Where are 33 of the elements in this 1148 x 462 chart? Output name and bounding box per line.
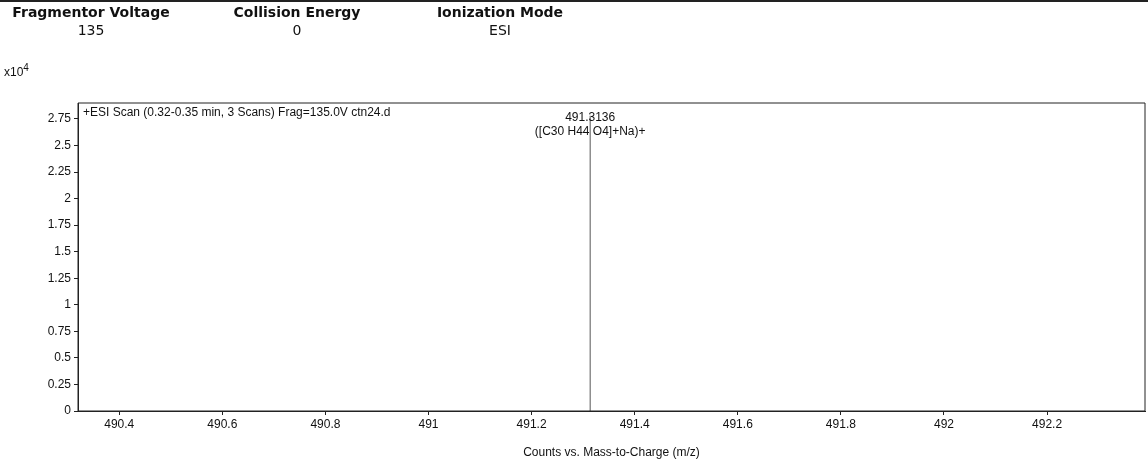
x-tick-label: 492.2 (1032, 416, 1063, 431)
y-tick-label: 0.5 (54, 350, 72, 365)
y-tick-label: 2.5 (54, 137, 72, 152)
y-tick-label: 2.75 (47, 111, 72, 126)
y-tick-label: 1.75 (47, 217, 72, 232)
x-tick-label: 491 (418, 416, 439, 431)
chart-title: +ESI Scan (0.32-0.35 min, 3 Scans) Frag=135.0V ctn24.d (83, 105, 391, 120)
y-tick-label: 1 (64, 297, 72, 312)
y-tick-label: 1.25 (47, 270, 72, 285)
x-tick-label: 491.8 (825, 416, 857, 431)
text: Fragmentor Voltage (11, 4, 171, 20)
y-tick-label: 0 (64, 403, 72, 418)
y-tick-label: 1.5 (54, 244, 72, 258)
x-tick-label: 490.8 (310, 416, 341, 431)
y-tick-label: 2 (64, 190, 72, 205)
y-tick-label: 2.25 (47, 164, 72, 179)
x-tick-label: 490.6 (207, 416, 238, 431)
text: 0 (291, 22, 303, 38)
x-tick-label: 492 (933, 416, 955, 431)
x-tick-label: 490.4 (104, 416, 135, 431)
y-tick-label: 0.25 (47, 376, 72, 391)
text: ESI (488, 22, 512, 38)
text: Collision Energy (232, 4, 362, 20)
x-tick-label: 491.6 (722, 416, 754, 431)
text: 135 (76, 22, 106, 38)
y-tick-label: 0.75 (47, 323, 72, 338)
annotation: 491.3136 (565, 110, 616, 125)
x-axis-title: Counts vs. Mass-to-Charge (m/z) (523, 445, 700, 460)
x-tick-label: 491.4 (619, 416, 651, 431)
x-tick-label: 491.2 (516, 416, 547, 431)
text: Ionization Mode (435, 4, 565, 20)
annotation: ([C30 H44 O4]+Na)+ (534, 124, 646, 139)
y-axis-title: x10$^{4}$ (4, 62, 29, 79)
